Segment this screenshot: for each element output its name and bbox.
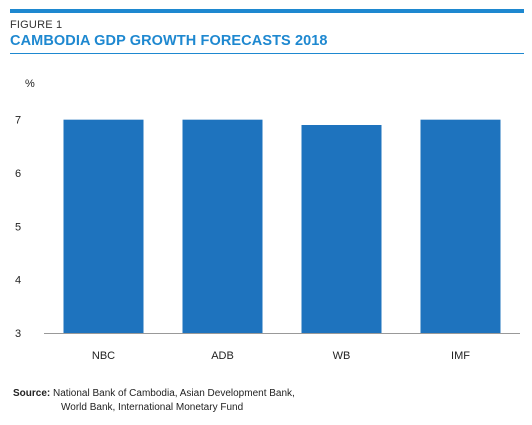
y-axis: 3 4 5 6 7	[15, 115, 21, 340]
bar-wb	[301, 125, 382, 333]
y-tick-label: 4	[15, 275, 21, 287]
x-tick-label-imf: IMF	[451, 350, 470, 362]
bars	[63, 119, 501, 334]
y-tick-label: 7	[15, 115, 21, 127]
chart-title: CAMBODIA GDP GROWTH FORECASTS 2018	[10, 33, 328, 49]
bar-imf	[420, 119, 501, 334]
title-rule	[10, 53, 524, 54]
source-note: Source: National Bank of Cambodia, Asian…	[13, 387, 393, 415]
x-tick-label-nbc: NBC	[92, 350, 115, 362]
source-line-1: National Bank of Cambodia, Asian Develop…	[53, 388, 295, 399]
bar-adb	[182, 119, 263, 334]
bar-nbc	[63, 119, 144, 334]
y-axis-unit-label: %	[25, 78, 35, 90]
source-label: Source:	[13, 388, 51, 399]
y-tick-label: 6	[15, 168, 21, 180]
source-line-2: World Bank, International Monetary Fund	[61, 402, 244, 413]
y-tick-label: 5	[15, 221, 21, 233]
y-tick-label: 3	[15, 328, 21, 340]
x-axis: NBC ADB WB IMF	[92, 350, 470, 362]
figure-label: FIGURE 1	[10, 19, 63, 31]
top-rule	[10, 9, 524, 13]
x-tick-label-adb: ADB	[211, 350, 234, 362]
x-tick-label-wb: WB	[333, 350, 351, 362]
